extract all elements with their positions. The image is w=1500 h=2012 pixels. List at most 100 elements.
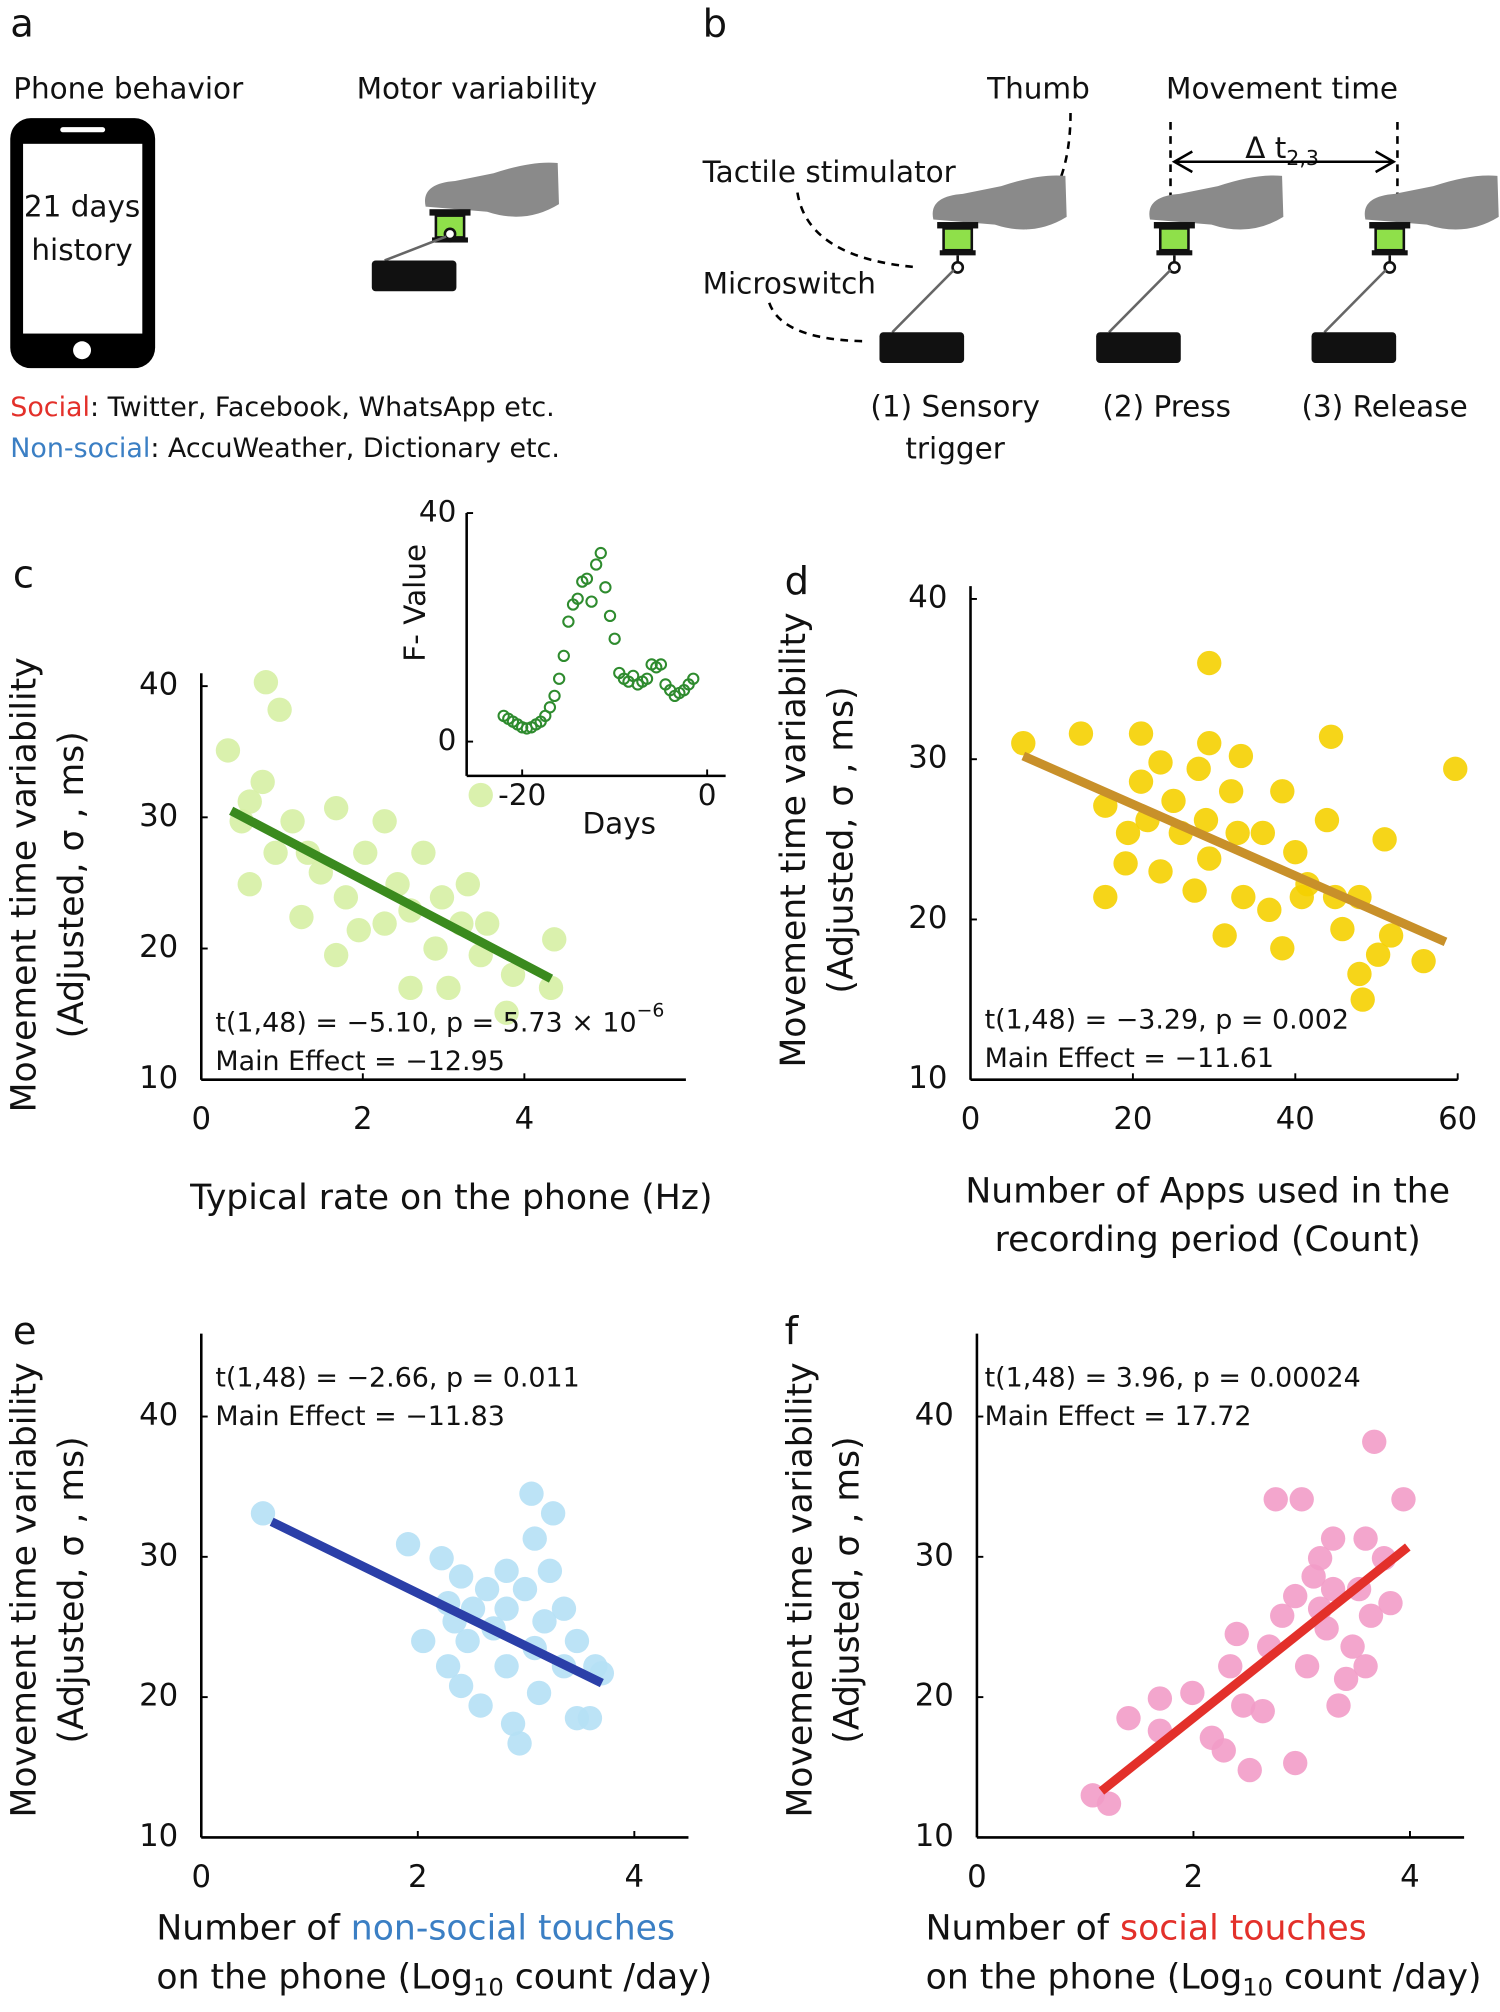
point: [280, 809, 305, 834]
point: [1250, 1698, 1275, 1724]
point: [608, 632, 621, 645]
point: [1113, 851, 1138, 876]
text-part: t(1,48) = −3.29, p = 0.002: [985, 1004, 1349, 1035]
point: [448, 1673, 474, 1699]
point: [237, 872, 262, 897]
y-tick-label: 30: [915, 1537, 954, 1573]
point: [308, 860, 333, 885]
x-tick-label: 0: [698, 778, 717, 812]
point: [585, 595, 598, 608]
point: [353, 840, 378, 865]
point: [289, 904, 314, 930]
point: [526, 1680, 552, 1706]
point: [1228, 743, 1254, 769]
y-tick-label: 10: [139, 1060, 178, 1096]
microswitch: [1096, 332, 1181, 364]
delta: Δ t: [1245, 130, 1286, 164]
point: [372, 911, 397, 936]
point: [640, 672, 654, 685]
annotation: Main Effect = 17.72: [985, 1400, 1252, 1431]
x-tick-label: 4: [625, 1859, 645, 1895]
point: [1320, 1576, 1346, 1602]
point: [577, 1705, 603, 1731]
point: [468, 782, 493, 808]
point: [1314, 807, 1340, 833]
point: [1391, 1487, 1416, 1512]
point: [423, 936, 448, 961]
text-part: social touches: [1120, 1909, 1367, 1949]
x-tick-label: 2: [408, 1859, 428, 1895]
y-tick-label: 0: [438, 723, 457, 757]
point: [1333, 1666, 1359, 1692]
y-axis-label: (Adjusted, σ , ms): [52, 731, 92, 1038]
finger: [932, 175, 1067, 230]
point: [1182, 878, 1207, 903]
point: [1326, 1693, 1351, 1718]
point: [398, 975, 423, 1001]
point: [1250, 820, 1275, 846]
point: [429, 1546, 454, 1571]
text-part: count /day): [504, 1957, 712, 1997]
point: [1011, 731, 1036, 756]
text-part: Main Effect = −12.95: [215, 1045, 504, 1076]
y-tick-label: 40: [139, 667, 178, 703]
pointer: [768, 302, 867, 343]
point: [253, 670, 279, 695]
point: [1270, 1603, 1295, 1628]
point: [455, 1628, 480, 1654]
lever: [891, 269, 955, 334]
point: [548, 689, 561, 703]
fit-line: [269, 1517, 604, 1688]
annotation: Main Effect = −12.95: [215, 1045, 504, 1076]
panel-label: a: [10, 1, 34, 46]
point: [1350, 987, 1375, 1012]
text-part: Main Effect = −11.61: [985, 1043, 1274, 1074]
finger: [1364, 175, 1499, 230]
x-axis-label: recording period (Count): [995, 1220, 1421, 1260]
point: [1212, 923, 1237, 948]
text-part: Typical rate on the phone (Hz): [189, 1178, 712, 1218]
text-part: non-social touches: [351, 1909, 675, 1949]
point: [494, 1654, 519, 1679]
y-axis-label: (Adjusted, σ , ms): [828, 1436, 868, 1743]
point: [1115, 820, 1141, 846]
point: [1270, 779, 1295, 804]
point: [448, 1564, 474, 1589]
y-axis-label: Movement time variability: [5, 1362, 45, 1817]
y-tick-label: 20: [139, 1678, 178, 1714]
x-axis-label: Typical rate on the phone (Hz): [189, 1178, 712, 1218]
point: [1161, 788, 1186, 814]
point: [1128, 769, 1154, 794]
subscript: 10: [473, 1974, 504, 2002]
y-axis-label: (Adjusted, σ , ms): [821, 686, 861, 993]
point: [1096, 1791, 1122, 1816]
x-tick-label: 20: [1113, 1101, 1152, 1137]
point: [1068, 721, 1094, 746]
y-axis-label: (Adjusted, σ , ms): [52, 1436, 92, 1743]
point: [1378, 1590, 1403, 1616]
point: [1353, 1654, 1378, 1679]
microswitch: [371, 260, 457, 292]
point: [1148, 750, 1173, 775]
lever: [1323, 269, 1387, 334]
stimulator: [942, 227, 974, 252]
thumb-label: Thumb: [986, 71, 1090, 105]
point: [1211, 1738, 1236, 1763]
phone-text: history: [31, 233, 132, 267]
subscript: 10: [1242, 1974, 1273, 2002]
delta-sub: 2,3: [1286, 146, 1319, 170]
text-part: on the phone (Log: [156, 1957, 473, 1997]
point: [1318, 724, 1344, 749]
x-tick-label: 0: [191, 1101, 211, 1137]
point: [250, 769, 275, 795]
point: [494, 1596, 519, 1621]
point: [1218, 1654, 1243, 1679]
x-tick-label: 0: [191, 1859, 211, 1895]
y-tick-label: 10: [139, 1818, 178, 1854]
step-label: trigger: [905, 432, 1005, 466]
point: [1378, 923, 1404, 948]
x-tick-label: 0: [961, 1101, 981, 1137]
x-axis-label: on the phone (Log10 count /day): [156, 1957, 712, 2001]
point: [455, 872, 480, 897]
point: [532, 1609, 557, 1634]
